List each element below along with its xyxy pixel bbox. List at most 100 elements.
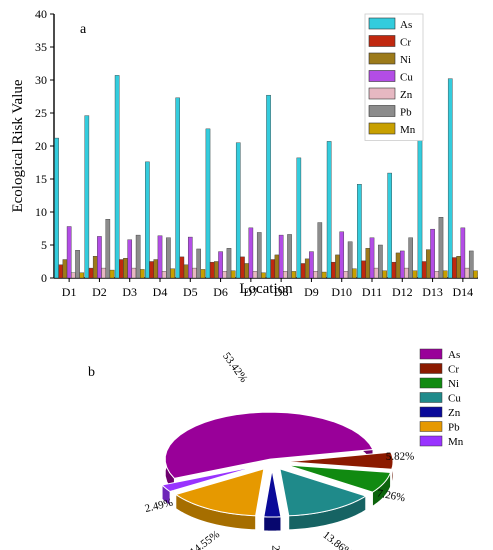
x-tick-label: D1 [62, 285, 77, 299]
bar-Cu-D3 [127, 239, 133, 279]
pie-label-Cu: 13.86% [320, 529, 354, 550]
bar-Cu-D13 [430, 228, 435, 279]
y-tick-label: 25 [35, 106, 47, 120]
bar-Zn-D10 [343, 271, 349, 279]
bar-Pb-D10 [347, 241, 353, 279]
legend-label-Ni: Ni [400, 54, 411, 66]
y-axis-title: Ecological Risk Value [10, 79, 26, 212]
pie-legend-label-Pb: Pb [448, 422, 460, 434]
bar-Cr-D7 [240, 256, 245, 279]
pie-legend-swatch-Cu [419, 392, 443, 403]
pie-legend-label-As: As [448, 349, 460, 361]
legend-swatch-Mn [368, 122, 396, 135]
x-tick-label: D6 [213, 285, 228, 299]
bar-As-D9 [296, 157, 302, 279]
x-tick-label: D13 [422, 285, 443, 299]
legend-label-As: As [400, 19, 412, 31]
x-tick-label: D9 [304, 285, 319, 299]
bar-As-D3 [114, 75, 120, 279]
bar-Ni-D2 [92, 256, 98, 279]
bar-Ni-D8 [274, 254, 280, 279]
bar-Pb-D14 [468, 250, 474, 279]
bar-Zn-D14 [464, 267, 470, 279]
bar-Ni-D3 [123, 258, 128, 279]
legend-label-Pb: Pb [400, 107, 412, 119]
pie-slice-side-Zn [263, 516, 282, 532]
bar-Pb-D8 [287, 234, 292, 279]
pie-label-Ni: 7.26% [376, 487, 406, 504]
pie-slice-top-As [164, 411, 374, 479]
bar-Cu-D6 [218, 251, 223, 279]
bar-As-D8 [266, 94, 271, 279]
bar-Cu-D7 [248, 227, 254, 279]
bar-chart-panel: 0 5 10 15 20 25 30 35 40 D1 D2 D3 D4 D5 D6 D7 D8 D9 D10 D11… [10, 7, 478, 299]
y-tick-label: 5 [41, 238, 47, 252]
y-tick-label: 20 [35, 139, 47, 153]
pie-legend-swatch-As [419, 348, 443, 360]
bar-Zn-D4 [161, 271, 167, 279]
bar-Mn-D8 [291, 271, 297, 279]
x-tick-label: D7 [244, 285, 259, 299]
bar-Cr-D12 [391, 261, 397, 279]
pie-legend-swatch-Pb [419, 421, 443, 432]
bar-Cu-D4 [157, 235, 163, 279]
bar-Cu-D1 [66, 226, 72, 279]
pie-slice-Pb [174, 468, 265, 531]
bar-Zn-D3 [131, 267, 137, 279]
pie-label-Mn: 2.49% [144, 497, 174, 515]
legend-label-Mn: Mn [400, 124, 416, 136]
pie-slice-top-Mn [161, 465, 259, 493]
bar-Mn-D6 [230, 270, 236, 279]
bar-Cr-D3 [119, 259, 124, 279]
bar-Pb-D12 [408, 237, 413, 279]
pie-slice-Cu [279, 468, 367, 531]
legend-swatch-As [368, 17, 396, 30]
legend-swatch-Cr [368, 35, 396, 47]
bar-As-D1 [54, 137, 59, 279]
bar-Pb-D3 [135, 234, 141, 279]
bar-As-D10 [326, 141, 332, 279]
bar-As-D11 [357, 184, 362, 279]
x-tick-label: D2 [92, 285, 107, 299]
bar-Ni-D6 [214, 261, 219, 279]
x-axis-title: Location [239, 281, 293, 297]
x-tick-label: D3 [122, 285, 137, 299]
bar-Mn-D2 [109, 269, 115, 279]
pie-label-Pb: 14.55% [188, 528, 222, 550]
bar-Cr-D1 [58, 264, 64, 279]
bar-Cu-D2 [97, 236, 102, 279]
bar-Ni-D4 [153, 259, 159, 279]
bar-Cu-D14 [460, 227, 466, 279]
y-tick-label: 10 [35, 205, 47, 219]
y-tick-label: 15 [35, 172, 47, 186]
bar-Zn-D7 [252, 271, 258, 279]
bar-Zn-D2 [101, 267, 106, 279]
pie-slice-Cr [287, 451, 394, 484]
bar-Cu-D8 [278, 234, 284, 279]
bar-Cu-D11 [369, 237, 375, 279]
bar-Mn-D3 [140, 269, 145, 279]
pie-legend-swatch-Ni [419, 377, 443, 389]
bar-Cr-D4 [149, 261, 154, 279]
bar-Cu-D9 [309, 251, 314, 279]
bar-Cr-D11 [361, 260, 366, 279]
legend-swatch-Ni [368, 52, 396, 65]
legend-label-Cr: Cr [400, 37, 411, 49]
bar-Mn-D4 [170, 268, 175, 279]
bar-Pb-D5 [196, 248, 201, 279]
bar-Ni-D14 [456, 256, 461, 279]
x-tick-label: D11 [362, 285, 382, 299]
bar-As-D14 [447, 78, 453, 279]
bar-As-D5 [175, 97, 180, 279]
bar-Zn-D8 [283, 271, 288, 279]
bar-As-D12 [387, 172, 392, 279]
bar-Pb-D6 [226, 248, 232, 279]
x-tick-label: D14 [453, 285, 474, 299]
pie-legend-swatch-Cr [419, 363, 443, 374]
pie-chart-panel: 53.42% 5.82% 7.26% 13.86% 2.59% 14.55% 2.49% b A… [88, 348, 464, 550]
pie-legend-label-Cu: Cu [448, 393, 461, 405]
bar-Pb-D4 [166, 237, 171, 279]
bar-Ni-D5 [183, 264, 189, 279]
pie-legend-label-Mn: Mn [448, 436, 464, 448]
x-tick-label: D4 [153, 285, 168, 299]
